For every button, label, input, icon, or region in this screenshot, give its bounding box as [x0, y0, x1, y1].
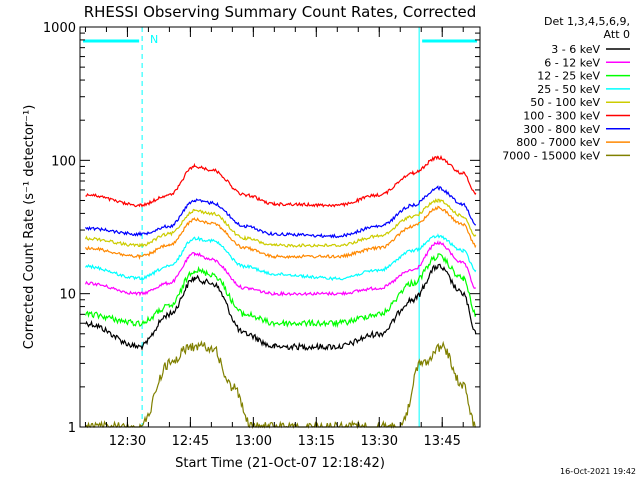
legend-label: 800 - 7000 keV — [516, 136, 600, 149]
y-tick-label: 1000 — [43, 21, 76, 36]
chart-title: RHESSI Observing Summary Count Rates, Co… — [84, 3, 477, 21]
series-line-12-25-kev — [84, 253, 477, 329]
series-line-7000-15000-kev — [85, 340, 476, 430]
series-line-6-12-kev — [84, 239, 476, 297]
x-tick-label: 13:30 — [361, 434, 398, 449]
y-tick-label: 1 — [68, 421, 76, 436]
legend-label: 100 - 300 keV — [523, 110, 600, 123]
y-axis-label: Corrected Count Rate (s⁻¹ detector⁻¹) — [22, 105, 37, 350]
y-axis: 1 10 100 1000 — [43, 21, 480, 436]
timestamp: 16-Oct-2021 19:42 — [560, 467, 636, 476]
x-axis: 12:30 12:45 13:00 13:15 13:30 13:45 — [84, 27, 464, 449]
series-line-100-300-kev — [85, 154, 477, 208]
legend-header-1: Det 1,3,4,5,6,9, — [544, 15, 630, 28]
legend-label: 7000 - 15000 keV — [502, 149, 600, 162]
flag-label: N — [150, 33, 158, 46]
plot-frame — [79, 26, 481, 428]
x-axis-label: Start Time (21-Oct-07 12:18:42) — [175, 456, 385, 471]
legend-label: 6 - 12 keV — [544, 56, 600, 69]
x-tick-label: 12:30 — [109, 434, 146, 449]
night-intervals — [79, 27, 481, 427]
y-tick-label: 100 — [51, 154, 76, 169]
legend-label: 300 - 800 keV — [523, 123, 600, 136]
legend-label: 50 - 100 keV — [530, 96, 600, 109]
x-tick-label: 13:45 — [423, 434, 460, 449]
y-tick-label: 10 — [59, 288, 76, 303]
x-tick-label: 12:45 — [172, 434, 209, 449]
legend-label: 25 - 50 keV — [537, 83, 600, 96]
series-line-800-7000-kev — [84, 205, 477, 261]
series-line-50-100-kev — [84, 197, 477, 248]
series-layer — [84, 154, 477, 430]
x-tick-label: 13:00 — [235, 434, 272, 449]
x-tick-label: 13:15 — [298, 434, 335, 449]
legend-label: 12 - 25 keV — [537, 70, 600, 83]
series-line-25-50-kev — [85, 233, 477, 282]
legend-label: 3 - 6 keV — [551, 43, 600, 56]
series-line-300-800-kev — [85, 185, 477, 239]
series-line-3-6-kev — [84, 263, 477, 352]
legend-header-2: Att 0 — [604, 28, 630, 41]
